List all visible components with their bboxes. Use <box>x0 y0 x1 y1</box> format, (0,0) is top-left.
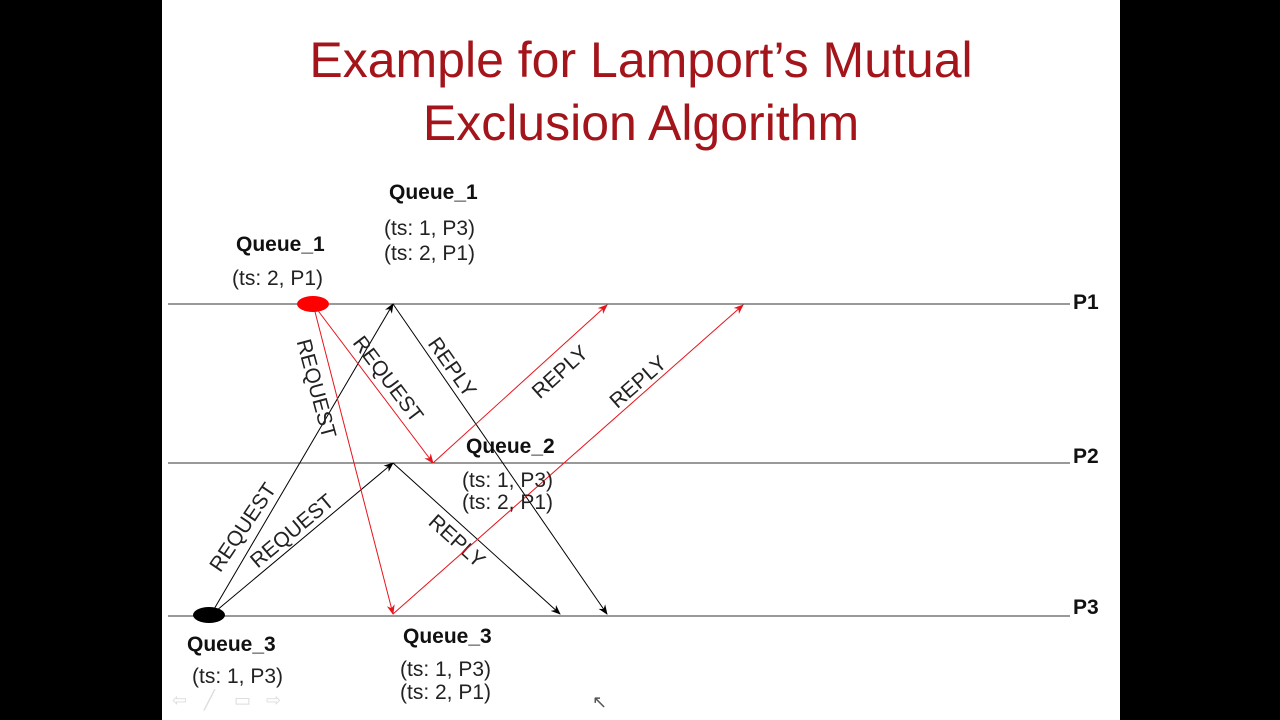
message-label: REQUEST <box>348 332 428 427</box>
queue-entry: (ts: 1, P3) <box>384 217 475 240</box>
p3-request-event <box>193 607 225 623</box>
message-arrow <box>209 462 394 617</box>
message-label: REQUEST <box>292 337 341 441</box>
queue-entry: (ts: 1, P3) <box>400 658 491 681</box>
queue-entry: (ts: 2, P1) <box>400 681 491 704</box>
message-arrow <box>392 304 744 615</box>
process-label-p2: P2 <box>1073 445 1099 468</box>
message-label: REPLY <box>605 352 671 414</box>
message-label: REPLY <box>423 333 480 401</box>
queue-title: Queue_3 <box>403 625 492 648</box>
process-label-p1: P1 <box>1073 291 1099 314</box>
message-arrow <box>312 303 395 615</box>
queue-entry: (ts: 1, P3) <box>192 665 283 688</box>
mouse-cursor-icon: ↖ <box>592 692 608 712</box>
arrow-left-icon[interactable]: ⇦ <box>172 690 188 710</box>
menu-icon[interactable]: ▭ <box>234 690 252 710</box>
slide: Example for Lamport’s Mutual Exclusion A… <box>162 0 1120 720</box>
p1-request-event <box>297 296 329 312</box>
queue-entry: (ts: 2, P1) <box>232 267 323 290</box>
message-arrow <box>392 462 561 615</box>
queue-title: Queue_3 <box>187 633 276 656</box>
queue-entry: (ts: 2, P1) <box>462 491 553 514</box>
message-arrow <box>312 303 434 464</box>
pen-icon[interactable]: ╱ <box>204 690 215 710</box>
message-label: REPLY <box>528 341 593 403</box>
slide-title-line-1: Example for Lamport’s Mutual <box>309 32 973 88</box>
queue-title: Queue_1 <box>236 233 325 256</box>
process-label-p3: P3 <box>1073 596 1099 619</box>
message-arrow <box>209 303 394 617</box>
message-arrow <box>432 304 608 464</box>
queue-title: Queue_1 <box>389 181 478 204</box>
lamport-diagram: P1 P2 P3 REQUESTREQUESTREPLYREPLYREQUEST… <box>168 181 1099 704</box>
slide-title-line-2: Exclusion Algorithm <box>422 95 860 151</box>
queue-title: Queue_2 <box>466 435 555 458</box>
arrow-right-icon[interactable]: ⇨ <box>266 690 282 710</box>
queue-entry: (ts: 2, P1) <box>384 242 475 265</box>
queue-entry: (ts: 1, P3) <box>462 469 553 492</box>
message-arrow <box>392 303 608 615</box>
